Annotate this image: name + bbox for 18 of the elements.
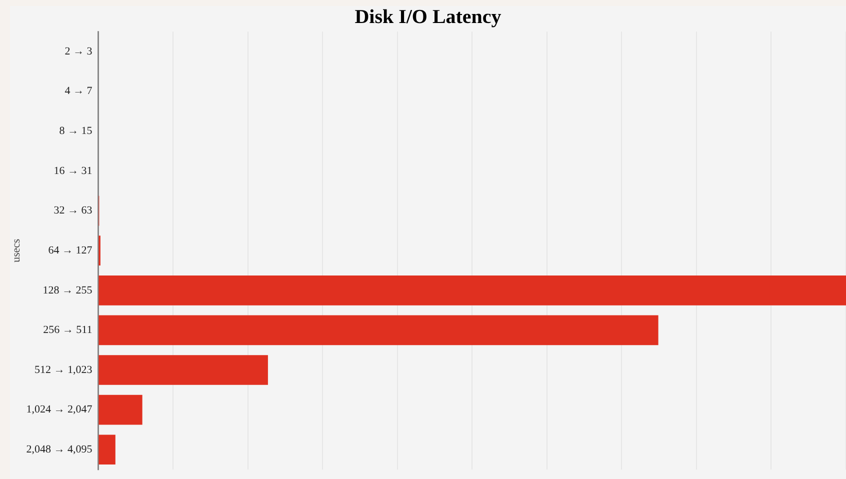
y-tick-label: 128 → 255: [42, 284, 93, 296]
bar: [98, 315, 658, 346]
bar: [98, 355, 268, 385]
y-tick-label: 256 → 511: [43, 324, 92, 336]
bar: [98, 275, 846, 306]
bar: [98, 434, 116, 465]
y-tick-label: 1,024 → 2,047: [26, 404, 93, 416]
y-tick-label: 512 → 1,023: [34, 364, 93, 376]
y-tick-label: 64 → 127: [48, 244, 93, 256]
y-tick-label: 8 → 15: [59, 125, 93, 138]
chart-title: Disk I/O Latency: [354, 6, 502, 28]
y-tick-label: 4 → 7: [64, 85, 93, 98]
y-axis-title: usecs: [10, 238, 23, 262]
y-tick-label: 2,048 → 4,095: [26, 444, 93, 456]
bar: [98, 394, 142, 425]
y-tick-label: 2 → 3: [64, 45, 93, 58]
y-tick-label: 16 → 31: [54, 164, 92, 177]
y-tick-label: 32 → 63: [54, 204, 93, 217]
